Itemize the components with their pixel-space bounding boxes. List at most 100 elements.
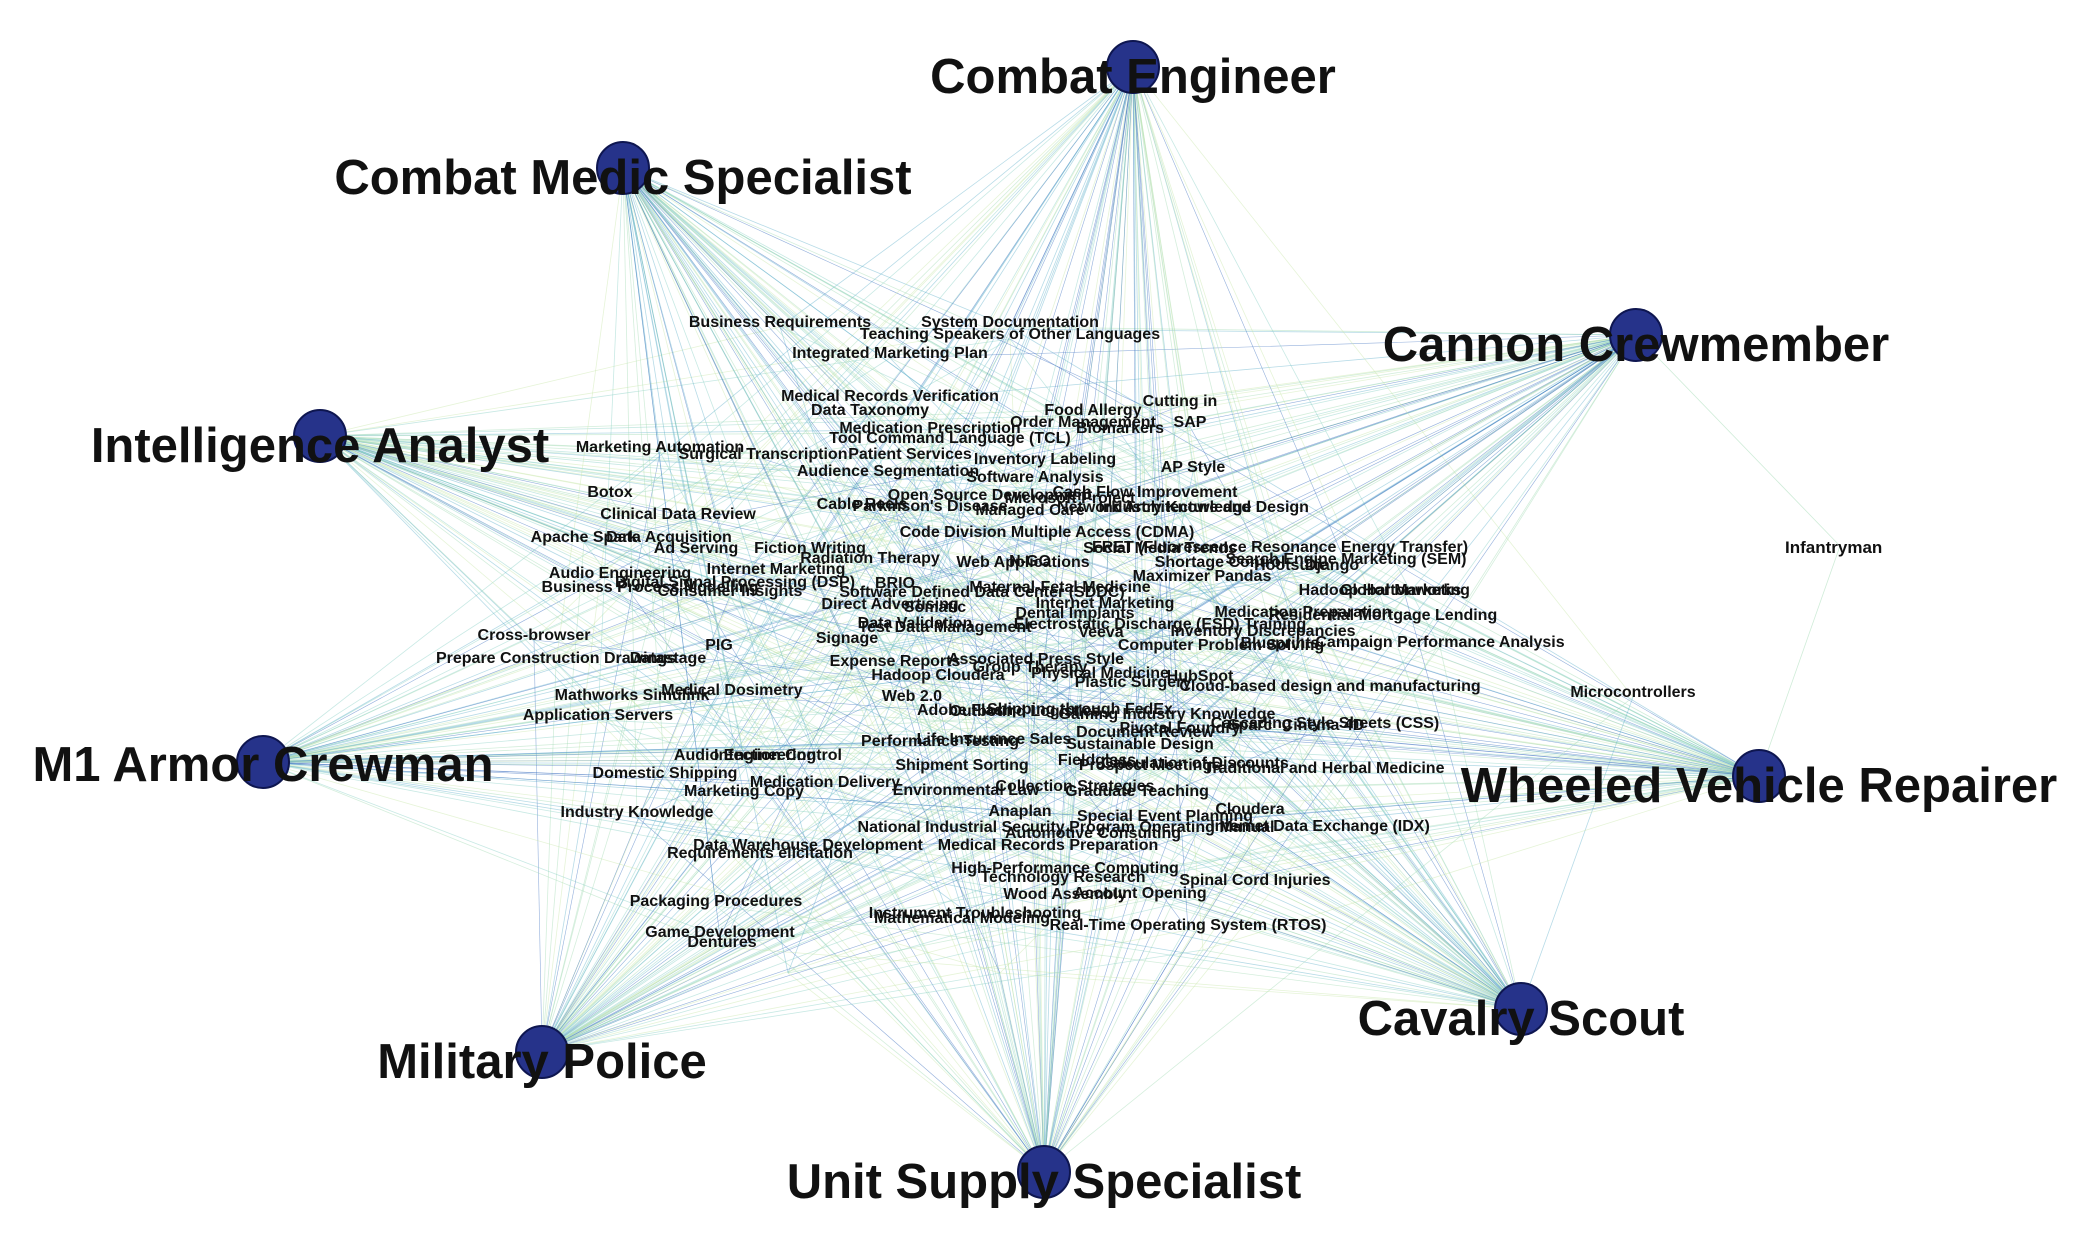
edge-unit-supply-specialist-skill-56 (729, 595, 1045, 1173)
edge-combat-engineer-skill-89 (1132, 66, 1324, 731)
skill-label: Dental Implants (1015, 605, 1134, 622)
edge-unit-supply-specialist-skill-45 (1043, 569, 1333, 1173)
edge-combat-engineer-skill-88 (1132, 66, 1331, 692)
edge-military-police-skill-8 (541, 426, 1084, 1053)
edge-cavalry-scout-skill-31 (668, 541, 1522, 1010)
edge-cavalry-scout-skill-85 (964, 714, 1522, 1010)
edge-cannon-crewmember-skill-85 (964, 334, 1637, 716)
edge-military-police-skill-107 (541, 790, 1076, 1053)
edge-unit-supply-specialist-skill-52 (734, 586, 1045, 1173)
skill-label: Technology Research (980, 869, 1145, 886)
node-combat-medic-specialist (596, 141, 650, 195)
edge-cannon-crewmember-skill-87 (1079, 334, 1637, 715)
edge-combat-engineer-skill-75 (937, 66, 1134, 681)
edge-m1-armor-crewman-skill-117 (262, 761, 1094, 839)
edge-military-police-skill-96 (541, 727, 1326, 1053)
edge-military-police-skill-44 (541, 563, 1347, 1053)
edge-cavalry-scout-skill-129 (961, 922, 1522, 1010)
skill-label: Open Source Development (888, 487, 1093, 504)
edge-combat-engineer-skill-85 (964, 66, 1134, 716)
edge-military-police-skill-16 (541, 475, 889, 1053)
edge-intelligence-analyst-skill-2 (319, 338, 1011, 437)
node-unit-supply-specialist (1017, 1145, 1071, 1199)
edge-cannon-crewmember-skill-30 (583, 334, 1637, 543)
edge-cannon-crewmember-skill-131 (719, 334, 1637, 938)
edge-cavalry-scout-skill-3 (889, 357, 1522, 1010)
edge-cannon-crewmember-skill-28 (1182, 334, 1637, 513)
skill-label: Software Defined Data Center (SDDC) (839, 584, 1124, 601)
edge-m1-armor-crewman-skill-96 (262, 727, 1326, 763)
edge-m1-armor-crewman-skill-38 (262, 562, 871, 763)
edge-unit-supply-specialist-skill-91 (939, 745, 1045, 1173)
skill-label: Internet Data Exchange (IDX) (1210, 818, 1430, 835)
edge-cannon-crewmember-skill-3 (889, 334, 1637, 359)
edge-unit-supply-specialist-skill-135 (999, 972, 1045, 1173)
edge-military-police-skill-64 (541, 635, 1264, 1053)
edge-intelligence-analyst-skill-7 (319, 405, 1181, 437)
edge-wheeled-vehicle-repairer-skill-14 (762, 458, 1760, 777)
edge-cannon-crewmember-skill-16 (887, 334, 1637, 477)
edge-unit-supply-specialist-skill-90 (597, 719, 1045, 1173)
skill-label: Shortage Control (1155, 554, 1286, 571)
edge-wheeled-vehicle-repairer-skill-107 (1074, 775, 1760, 792)
edge-intelligence-analyst-skill-96 (319, 435, 1326, 729)
skill-label: Automotive Consulting (1005, 825, 1181, 842)
edge-cannon-crewmember-skill-110 (1136, 334, 1637, 797)
edge-cannon-crewmember-skill-124 (1254, 334, 1637, 886)
skill-label: Medical Records Verification (781, 388, 999, 405)
edge-cannon-crewmember-skill-44 (1345, 334, 1637, 565)
edge-unit-supply-specialist-skill-13 (659, 451, 1045, 1173)
edge-wheeled-vehicle-repairer-skill-126 (1139, 775, 1760, 899)
edge-combat-engineer-skill-29 (1069, 66, 1134, 504)
edge-combat-medic-specialist-skill-91 (622, 167, 941, 747)
edge-combat-engineer-skill-110 (1132, 66, 1138, 797)
edge-combat-engineer-skill-87 (1079, 66, 1134, 715)
node-combat-engineer (1106, 40, 1160, 94)
edge-cavalry-scout-skill-81 (1520, 696, 1634, 1010)
edge-m1-armor-crewman-skill-74 (262, 663, 1037, 763)
edge-combat-engineer-skill-71 (555, 66, 1134, 664)
edge-combat-engineer-skill-115 (1132, 66, 1251, 815)
edge-unit-supply-specialist-skill-80 (1043, 646, 1441, 1173)
edge-combat-engineer-skill-113 (1019, 66, 1134, 817)
edge-combat-medic-specialist-skill-116 (622, 167, 1067, 833)
skill-label: Surgical Transcription (679, 446, 848, 463)
edge-military-police-skill-133 (541, 949, 1204, 1053)
edge-combat-engineer-skill-14 (762, 66, 1134, 460)
edge-m1-armor-crewman-skill-121 (262, 761, 761, 859)
edge-combat-engineer-skill-124 (1132, 66, 1256, 886)
edge-wheeled-vehicle-repairer-skill-118 (1319, 775, 1760, 832)
edge-wheeled-vehicle-repairer-skill-86 (1024, 715, 1760, 777)
edge-unit-supply-specialist-skill-128 (974, 917, 1045, 1173)
edge-cannon-crewmember-skill-54 (981, 334, 1637, 598)
edge-combat-engineer-skill-105 (664, 66, 1134, 779)
edge-wheeled-vehicle-repairer-skill-67 (846, 642, 1760, 777)
skill-label: Gaming Industry Knowledge (1059, 706, 1276, 723)
skill-label: Mathworks Simulink (555, 687, 710, 704)
edge-combat-engineer-skill-125 (1064, 66, 1134, 900)
edge-wheeled-vehicle-repairer-skill-88 (1329, 690, 1760, 777)
edge-intelligence-analyst-skill-66 (319, 435, 720, 651)
edge-cavalry-scout-skill-60 (1302, 616, 1522, 1010)
edge-cavalry-scout-skill-135 (999, 972, 1522, 1010)
edge-intelligence-analyst-skill-84 (319, 435, 913, 702)
edge-combat-medic-specialist-skill-112 (622, 167, 638, 818)
edge-wheeled-vehicle-repairer-skill-125 (1064, 775, 1760, 900)
edge-wheeled-vehicle-repairer-skill-37 (1290, 569, 1760, 777)
edge-unit-supply-specialist-skill-107 (1043, 790, 1076, 1173)
edge-combat-engineer-skill-49 (1059, 66, 1134, 593)
skill-label: Cinema 4D (1282, 717, 1365, 734)
skill-label: Spinal Cord Injuries (1179, 872, 1330, 889)
edge-m1-armor-crewman-skill-119 (262, 761, 809, 851)
edge-cannon-crewmember-skill-9 (1189, 334, 1637, 428)
edge-wheeled-vehicle-repairer-skill-117 (1092, 775, 1760, 839)
edge-cavalry-scout-skill-33 (1279, 551, 1522, 1010)
skill-label: Marketing Copy (684, 783, 804, 800)
edge-cannon-crewmember-skill-66 (718, 334, 1637, 651)
edge-cannon-crewmember-skill-51 (1379, 334, 1637, 596)
edge-intelligence-analyst-skill-28 (319, 435, 1184, 513)
edge-combat-engineer-skill-33 (1132, 66, 1281, 553)
skill-label: Life Insurance Sales (917, 731, 1072, 748)
edge-unit-supply-specialist-skill-127 (715, 905, 1045, 1173)
edge-cavalry-scout-skill-57 (914, 627, 1522, 1010)
